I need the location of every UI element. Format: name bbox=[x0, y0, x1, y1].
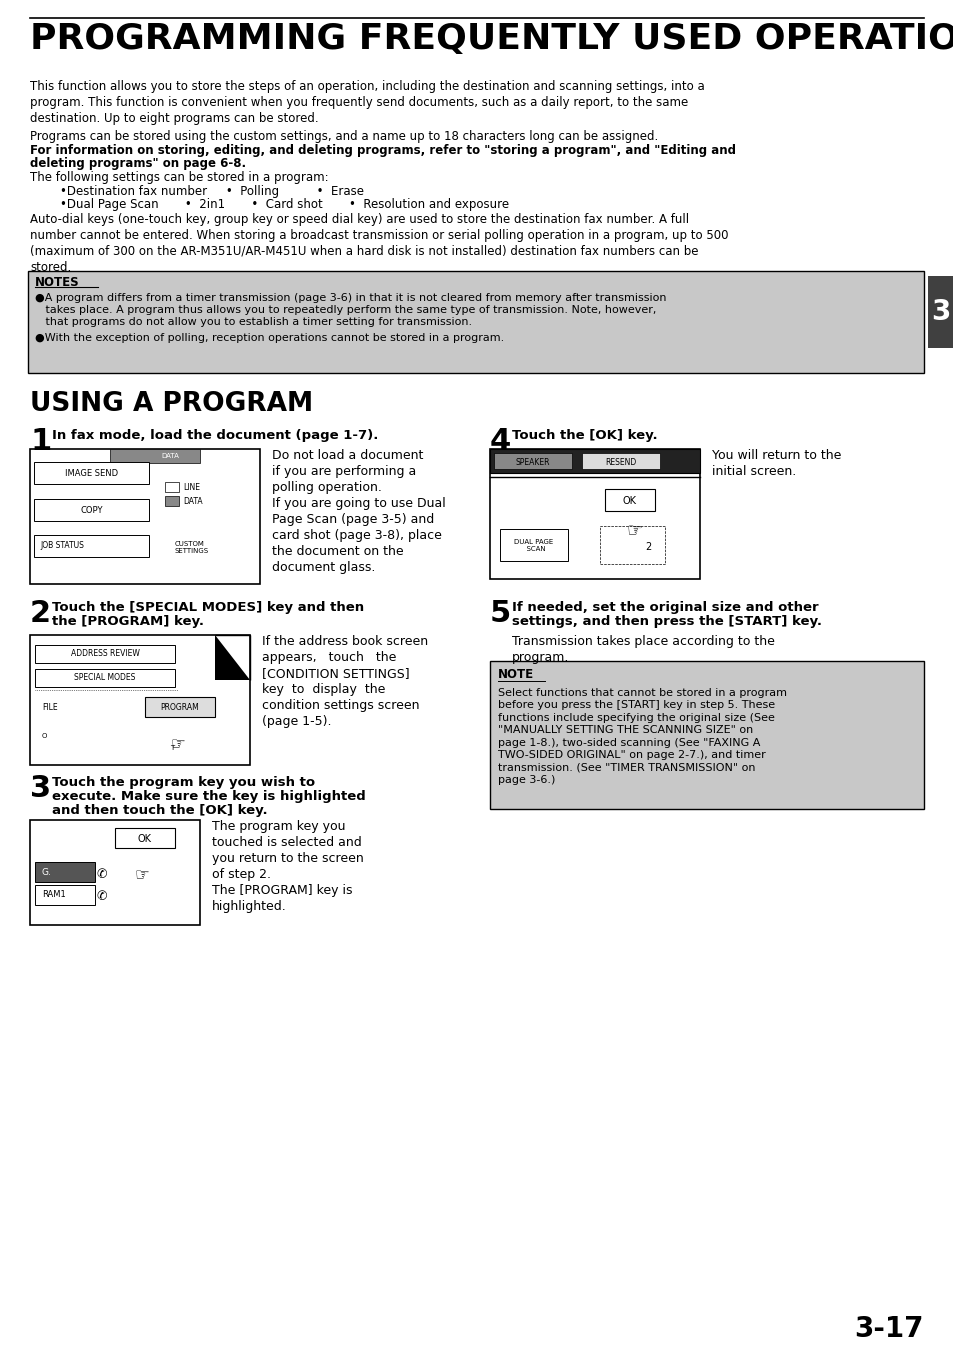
Text: 2: 2 bbox=[30, 598, 51, 628]
Text: takes place. A program thus allows you to repeatedly perform the same type of tr: takes place. A program thus allows you t… bbox=[35, 305, 656, 315]
Text: deleting programs" on page 6-8.: deleting programs" on page 6-8. bbox=[30, 157, 246, 170]
Text: 3: 3 bbox=[30, 774, 51, 802]
Text: JOB STATUS: JOB STATUS bbox=[40, 540, 84, 550]
Text: 1: 1 bbox=[30, 427, 51, 457]
Text: For information on storing, editing, and deleting programs, refer to "storing a : For information on storing, editing, and… bbox=[30, 145, 735, 157]
Text: The program key you
touched is selected and
you return to the screen
of step 2.
: The program key you touched is selected … bbox=[212, 820, 363, 913]
Bar bbox=[35, 669, 174, 688]
Bar bbox=[35, 885, 95, 905]
Text: USING A PROGRAM: USING A PROGRAM bbox=[30, 390, 313, 417]
Text: NOTE: NOTE bbox=[497, 667, 534, 681]
Text: the [PROGRAM] key.: the [PROGRAM] key. bbox=[52, 615, 204, 628]
Bar bbox=[35, 862, 95, 882]
Text: Touch the program key you wish to: Touch the program key you wish to bbox=[52, 775, 314, 789]
Bar bbox=[34, 499, 149, 521]
Text: COPY: COPY bbox=[81, 507, 103, 515]
Text: ●A program differs from a timer transmission (page 3-6) in that it is not cleare: ●A program differs from a timer transmis… bbox=[35, 293, 666, 303]
Text: Programs can be stored using the custom settings, and a name up to 18 characters: Programs can be stored using the custom … bbox=[30, 130, 658, 143]
Bar bbox=[28, 272, 923, 373]
Bar bbox=[490, 661, 923, 809]
Text: Transmission takes place according to the
program.: Transmission takes place according to th… bbox=[512, 635, 774, 663]
Bar bbox=[581, 453, 659, 469]
Text: settings, and then press the [START] key.: settings, and then press the [START] key… bbox=[512, 615, 821, 628]
Text: ☞: ☞ bbox=[626, 521, 642, 539]
Text: OK: OK bbox=[622, 496, 637, 507]
Text: Touch the [SPECIAL MODES] key and then: Touch the [SPECIAL MODES] key and then bbox=[52, 601, 364, 613]
Bar bbox=[30, 820, 200, 925]
Text: SPECIAL MODES: SPECIAL MODES bbox=[74, 673, 135, 682]
Text: This function allows you to store the steps of an operation, including the desti: This function allows you to store the st… bbox=[30, 80, 704, 126]
Text: that programs do not allow you to establish a timer setting for transmission.: that programs do not allow you to establ… bbox=[35, 317, 472, 327]
Bar bbox=[30, 635, 250, 765]
Text: The following settings can be stored in a program:: The following settings can be stored in … bbox=[30, 172, 328, 184]
Text: 3: 3 bbox=[930, 299, 950, 326]
Bar bbox=[494, 453, 572, 469]
Bar bbox=[490, 449, 700, 473]
Text: Do not load a document
if you are performing a
polling operation.
If you are goi: Do not load a document if you are perfor… bbox=[272, 449, 445, 574]
Text: PROGRAM: PROGRAM bbox=[160, 703, 199, 712]
Text: T: T bbox=[170, 744, 174, 751]
Text: 2: 2 bbox=[644, 542, 651, 553]
Text: OK: OK bbox=[138, 834, 152, 844]
Bar bbox=[927, 276, 953, 349]
Bar bbox=[165, 482, 179, 492]
Text: DUAL PAGE
  SCAN: DUAL PAGE SCAN bbox=[514, 539, 553, 553]
Text: execute. Make sure the key is highlighted: execute. Make sure the key is highlighte… bbox=[52, 790, 365, 802]
Text: ●With the exception of polling, reception operations cannot be stored in a progr: ●With the exception of polling, receptio… bbox=[35, 332, 504, 343]
Bar bbox=[35, 644, 174, 663]
Text: DATA: DATA bbox=[161, 453, 179, 459]
Text: Auto-dial keys (one-touch key, group key or speed dial key) are used to store th: Auto-dial keys (one-touch key, group key… bbox=[30, 213, 728, 274]
Text: DATA: DATA bbox=[183, 497, 202, 507]
Text: If needed, set the original size and other: If needed, set the original size and oth… bbox=[512, 601, 818, 613]
Bar bbox=[490, 449, 700, 580]
Text: O: O bbox=[42, 734, 48, 739]
Bar bbox=[165, 496, 179, 507]
Bar bbox=[115, 828, 174, 848]
Bar bbox=[34, 462, 149, 484]
Text: Touch the [OK] key.: Touch the [OK] key. bbox=[512, 430, 657, 442]
Text: LINE: LINE bbox=[183, 484, 200, 492]
Text: ✆: ✆ bbox=[96, 867, 107, 881]
Text: ☞: ☞ bbox=[171, 735, 185, 753]
Text: •Dual Page Scan       •  2in1       •  Card shot       •  Resolution and exposur: •Dual Page Scan • 2in1 • Card shot • Res… bbox=[60, 199, 509, 211]
Text: If the address book screen
appears,   touch   the
[CONDITION SETTINGS]
key  to  : If the address book screen appears, touc… bbox=[262, 635, 428, 728]
Text: RAM1: RAM1 bbox=[42, 890, 66, 898]
Text: 4: 4 bbox=[490, 427, 511, 457]
Text: ✆: ✆ bbox=[96, 890, 107, 902]
Bar bbox=[30, 449, 260, 584]
Text: and then touch the [OK] key.: and then touch the [OK] key. bbox=[52, 804, 268, 817]
Text: PROGRAMMING FREQUENTLY USED OPERATIONS: PROGRAMMING FREQUENTLY USED OPERATIONS bbox=[30, 22, 953, 55]
Bar bbox=[599, 526, 664, 563]
Bar bbox=[499, 530, 567, 561]
Text: You will return to the
initial screen.: You will return to the initial screen. bbox=[711, 449, 841, 478]
Bar bbox=[34, 535, 149, 557]
Text: 5: 5 bbox=[490, 598, 511, 628]
Polygon shape bbox=[214, 635, 250, 680]
Text: 3-17: 3-17 bbox=[854, 1315, 923, 1343]
Text: •Destination fax number     •  Polling          •  Erase: •Destination fax number • Polling • Eras… bbox=[60, 185, 364, 199]
Bar bbox=[604, 489, 655, 511]
Text: ☞: ☞ bbox=[134, 866, 150, 884]
Text: IMAGE SEND: IMAGE SEND bbox=[66, 469, 118, 478]
Text: FILE: FILE bbox=[42, 703, 57, 712]
Text: RESEND: RESEND bbox=[605, 458, 636, 467]
Text: G.: G. bbox=[42, 867, 51, 877]
Bar bbox=[145, 697, 214, 717]
Text: CUSTOM
SETTINGS: CUSTOM SETTINGS bbox=[174, 540, 209, 554]
Bar bbox=[110, 449, 200, 463]
Text: NOTES: NOTES bbox=[35, 276, 79, 289]
Text: SPEAKER: SPEAKER bbox=[516, 458, 550, 467]
Text: Select functions that cannot be stored in a program
before you press the [START]: Select functions that cannot be stored i… bbox=[497, 688, 786, 785]
Text: ADDRESS REVIEW: ADDRESS REVIEW bbox=[71, 648, 139, 658]
Text: In fax mode, load the document (page 1-7).: In fax mode, load the document (page 1-7… bbox=[52, 430, 378, 442]
